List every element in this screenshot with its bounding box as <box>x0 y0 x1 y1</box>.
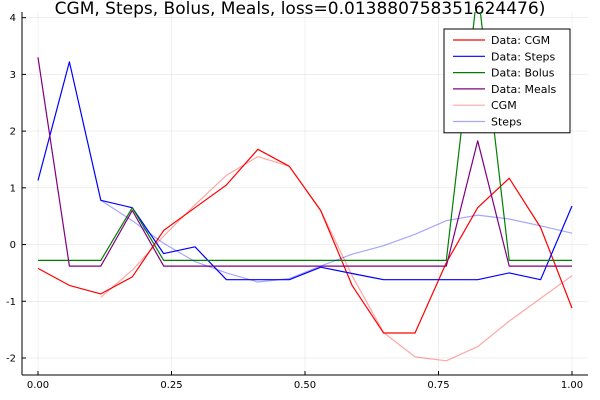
legend-label: Data: Meals <box>491 83 557 96</box>
chart-title: CGM, Steps, Bolus, Meals, loss=0.0138807… <box>55 0 546 19</box>
legend-label: Data: Bolus <box>491 67 555 80</box>
x-tick-label: 0.50 <box>294 380 316 391</box>
x-tick-label: 0.00 <box>27 380 49 391</box>
legend-label: Steps <box>491 116 522 129</box>
y-tick-label: 4 <box>10 13 16 24</box>
legend-label: Data: CGM <box>491 34 550 47</box>
x-tick-label: 0.25 <box>160 380 182 391</box>
series-line-cgm <box>100 156 573 362</box>
legend-label: CGM <box>491 99 517 112</box>
legend-label: Data: Steps <box>491 50 556 63</box>
series-line-data-steps <box>37 61 573 281</box>
y-tick-label: 0 <box>10 240 16 251</box>
y-tick-label: 3 <box>10 70 16 81</box>
x-tick-label: 1.00 <box>561 380 583 391</box>
legend: Data: CGM Data: Steps Data: Bolus Data: Mea… <box>443 28 571 134</box>
y-tick-label: 2 <box>10 127 16 138</box>
y-tick-label: 1 <box>10 183 16 194</box>
axes: 0.00 0.25 0.50 0.75 1.00 -2 -1 0 1 2 3 4 <box>6 12 588 391</box>
series-line-steps <box>100 199 573 283</box>
x-tick-label: 0.75 <box>427 380 449 391</box>
series-line-data-meals <box>37 57 572 267</box>
series-line-data-cgm <box>37 148 573 334</box>
y-tick-label: -1 <box>6 297 16 308</box>
y-tick-label: -2 <box>6 353 16 364</box>
legend-box <box>443 28 571 134</box>
